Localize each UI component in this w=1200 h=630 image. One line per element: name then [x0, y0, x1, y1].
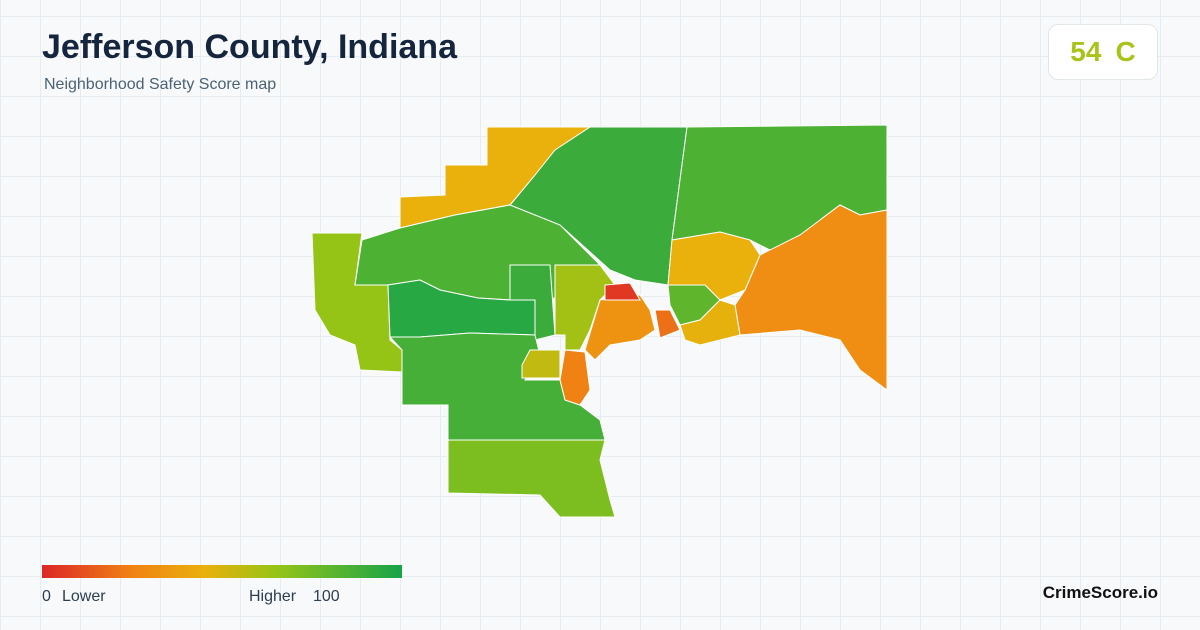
region — [447, 439, 616, 518]
brand: CrimeScore.io — [1042, 583, 1158, 602]
region — [584, 294, 656, 361]
subtitle: Neighborhood Safety Score map — [44, 76, 277, 93]
legend-max: 100 — [313, 588, 340, 605]
region — [604, 282, 641, 301]
region — [734, 204, 888, 391]
legend-min-label: Lower — [62, 588, 106, 605]
legend-gradient — [42, 565, 402, 578]
region — [679, 299, 741, 346]
grade: C — [1115, 36, 1136, 67]
region — [554, 264, 616, 351]
score-badge: 54 C — [1048, 24, 1158, 80]
title: Jefferson County, Indiana — [42, 28, 457, 66]
legend-max-label: Higher — [249, 588, 297, 605]
region — [559, 349, 591, 406]
legend-min: 0 — [42, 588, 51, 605]
score: 54 — [1070, 36, 1102, 67]
region — [521, 349, 561, 379]
region — [654, 309, 681, 339]
